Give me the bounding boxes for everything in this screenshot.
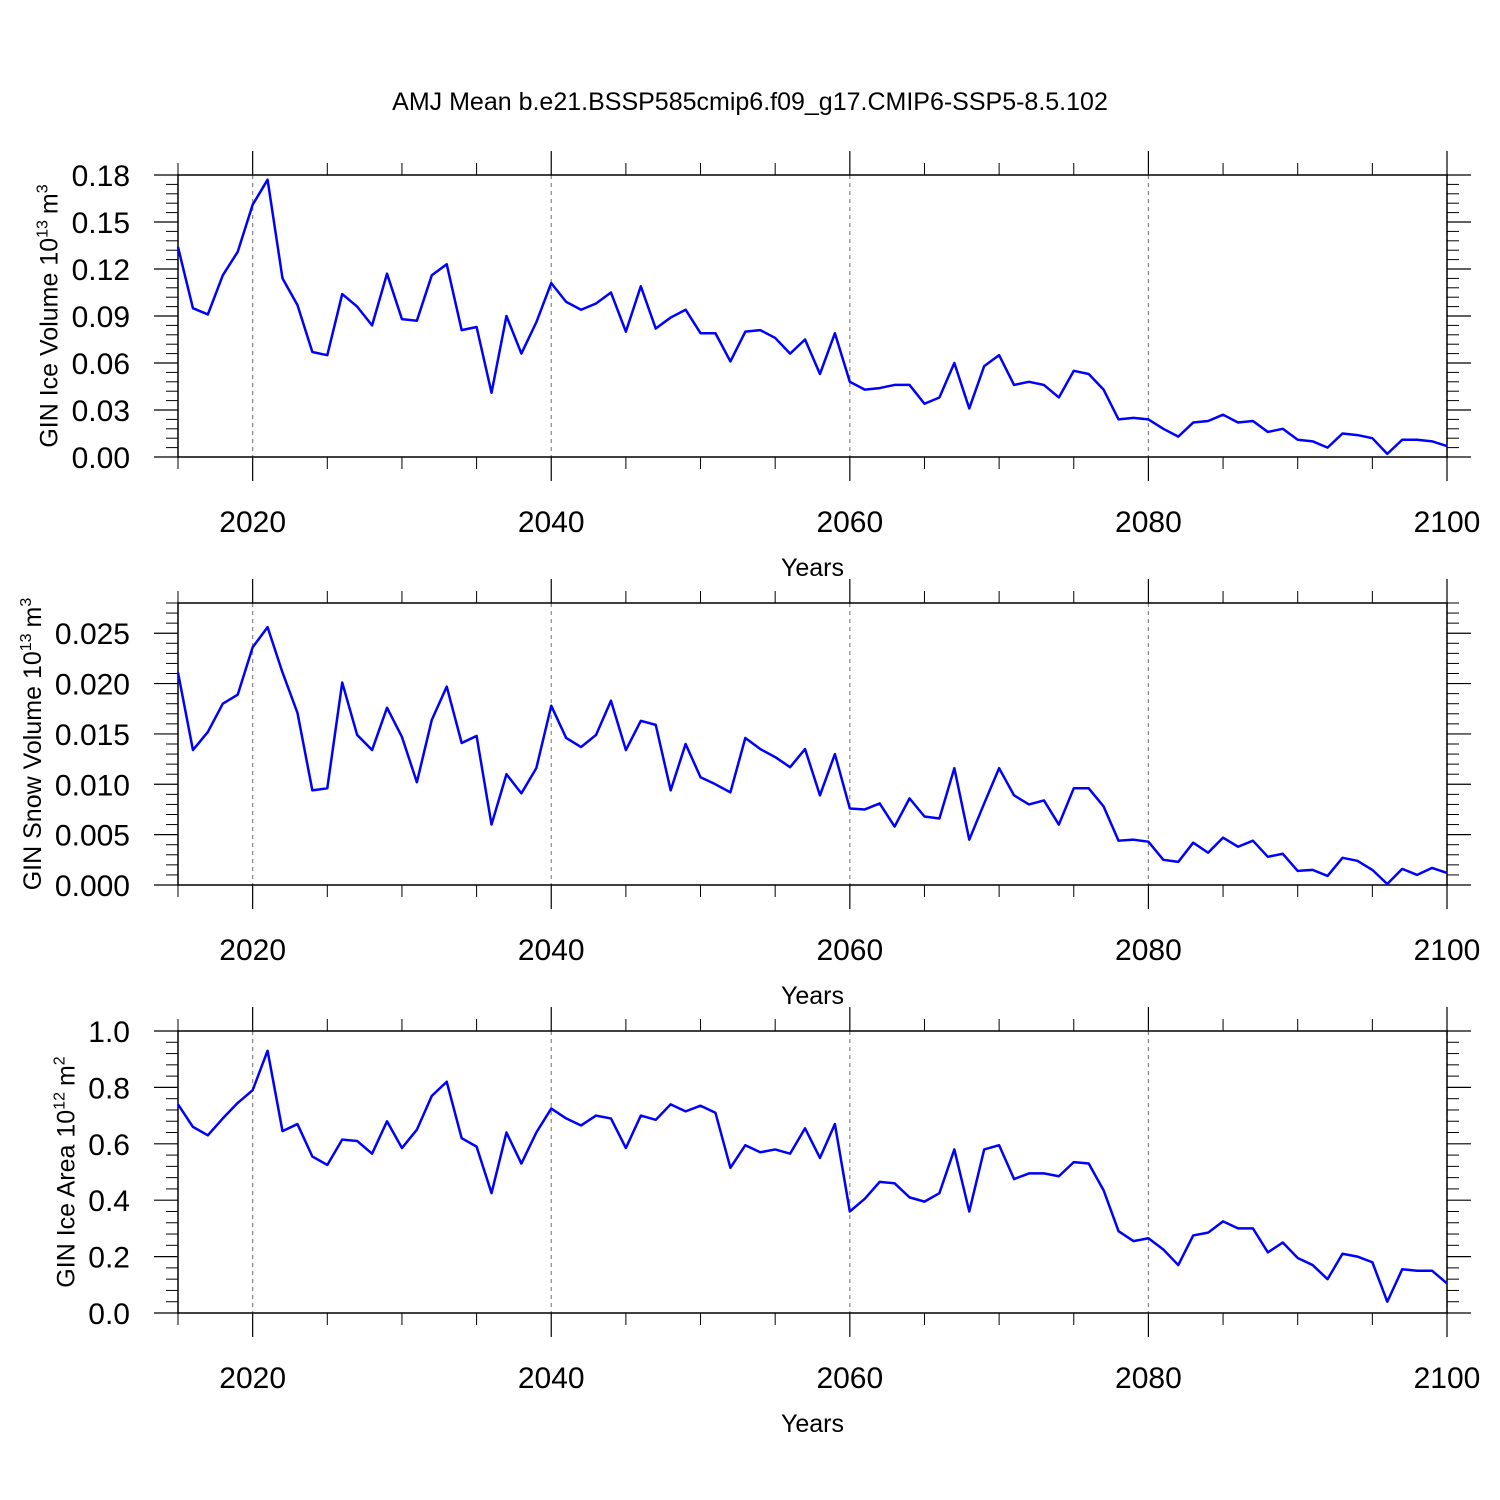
- y-tick-label: 0.12: [72, 254, 130, 287]
- x-tick-label: 2020: [219, 1362, 286, 1395]
- panel: 2020 2040 2060 2080 2100 0.0 0.2 0.4 0.6 0.8 1.0 Ye…: [51, 1007, 1480, 1438]
- plot-frame: [177, 174, 1448, 458]
- x-tick-label: 2080: [1115, 934, 1182, 967]
- y-axis-label-unit: m: [52, 1065, 80, 1086]
- y-tick-label: 0.8: [88, 1072, 130, 1105]
- y-axis-label-unit-exponent: 3: [18, 598, 35, 607]
- x-tick-label: 2020: [219, 934, 286, 967]
- x-tick-label: 2060: [816, 1362, 883, 1395]
- x-tick-label: 2100: [1414, 1362, 1481, 1395]
- plot-frame: [177, 602, 1448, 886]
- y-tick-label: 0.010: [55, 769, 130, 802]
- data-line: [176, 625, 1448, 886]
- y-axis-label-exponent: 13: [18, 633, 35, 651]
- y-axis-label: GIN Ice Area 1012 m2: [51, 1056, 80, 1288]
- y-tick-label: 0.015: [55, 719, 130, 752]
- x-tick-label: 2100: [1414, 934, 1481, 967]
- y-tick-label: 0.005: [55, 820, 130, 853]
- y-axis-label-text: GIN Snow Volume 10: [19, 651, 47, 890]
- y-tick-label: 0.18: [72, 160, 130, 193]
- x-tick-label: 2040: [518, 1362, 585, 1395]
- y-axis-label-exponent: 13: [35, 220, 52, 238]
- y-axis-label-text: GIN Ice Area 10: [52, 1110, 80, 1288]
- panel: 2020 2040 2060 2080 2100 0.00 0.03 0.06 0.09 0.12…: [35, 151, 1481, 582]
- figure-title: AMJ Mean b.e21.BSSP585cmip6.f09_g17.CMIP…: [392, 88, 1108, 116]
- plot-frame: [177, 1030, 1448, 1314]
- y-axis-label-exponent: 12: [51, 1092, 68, 1110]
- data-line: [176, 1049, 1448, 1303]
- y-tick-label: 0.000: [55, 870, 130, 903]
- x-axis-label: Years: [781, 1410, 844, 1438]
- y-axis-label-unit-exponent: 2: [51, 1056, 68, 1065]
- x-tick-label: 2040: [518, 506, 585, 539]
- y-tick-label: 0.15: [72, 207, 130, 240]
- y-tick-label: 0.06: [72, 348, 130, 381]
- y-axis-label-unit: m: [36, 193, 64, 214]
- x-tick-label: 2100: [1414, 506, 1481, 539]
- x-tick-label: 2080: [1115, 1362, 1182, 1395]
- y-tick-label: 0.0: [88, 1298, 130, 1331]
- data-line: [176, 178, 1448, 456]
- x-tick-label: 2040: [518, 934, 585, 967]
- y-tick-label: 0.00: [72, 442, 130, 475]
- y-tick-label: 0.09: [72, 301, 130, 334]
- y-tick-label: 0.025: [55, 618, 130, 651]
- y-tick-label: 0.4: [88, 1185, 130, 1218]
- y-axis-label-text: GIN Ice Volume 10: [36, 238, 64, 448]
- x-tick-label: 2060: [816, 506, 883, 539]
- y-axis-label-unit-exponent: 3: [35, 184, 52, 193]
- x-tick-label: 2060: [816, 934, 883, 967]
- y-tick-label: 0.020: [55, 669, 130, 702]
- x-axis-label: Years: [781, 982, 844, 1010]
- x-axis-label: Years: [781, 554, 844, 582]
- y-axis-label: GIN Ice Volume 1013 m3: [35, 184, 64, 447]
- y-tick-label: 0.2: [88, 1242, 130, 1275]
- y-tick-label: 0.03: [72, 395, 130, 428]
- panel: 2020 2040 2060 2080 2100 0.000 0.005 0.010 0.015…: [18, 579, 1480, 1010]
- y-tick-label: 0.6: [88, 1129, 130, 1162]
- y-axis-label-unit: m: [19, 607, 47, 628]
- x-tick-label: 2080: [1115, 506, 1182, 539]
- y-tick-label: 1.0: [88, 1016, 130, 1049]
- y-axis-label: GIN Snow Volume 1013 m3: [18, 598, 47, 891]
- x-tick-label: 2020: [219, 506, 286, 539]
